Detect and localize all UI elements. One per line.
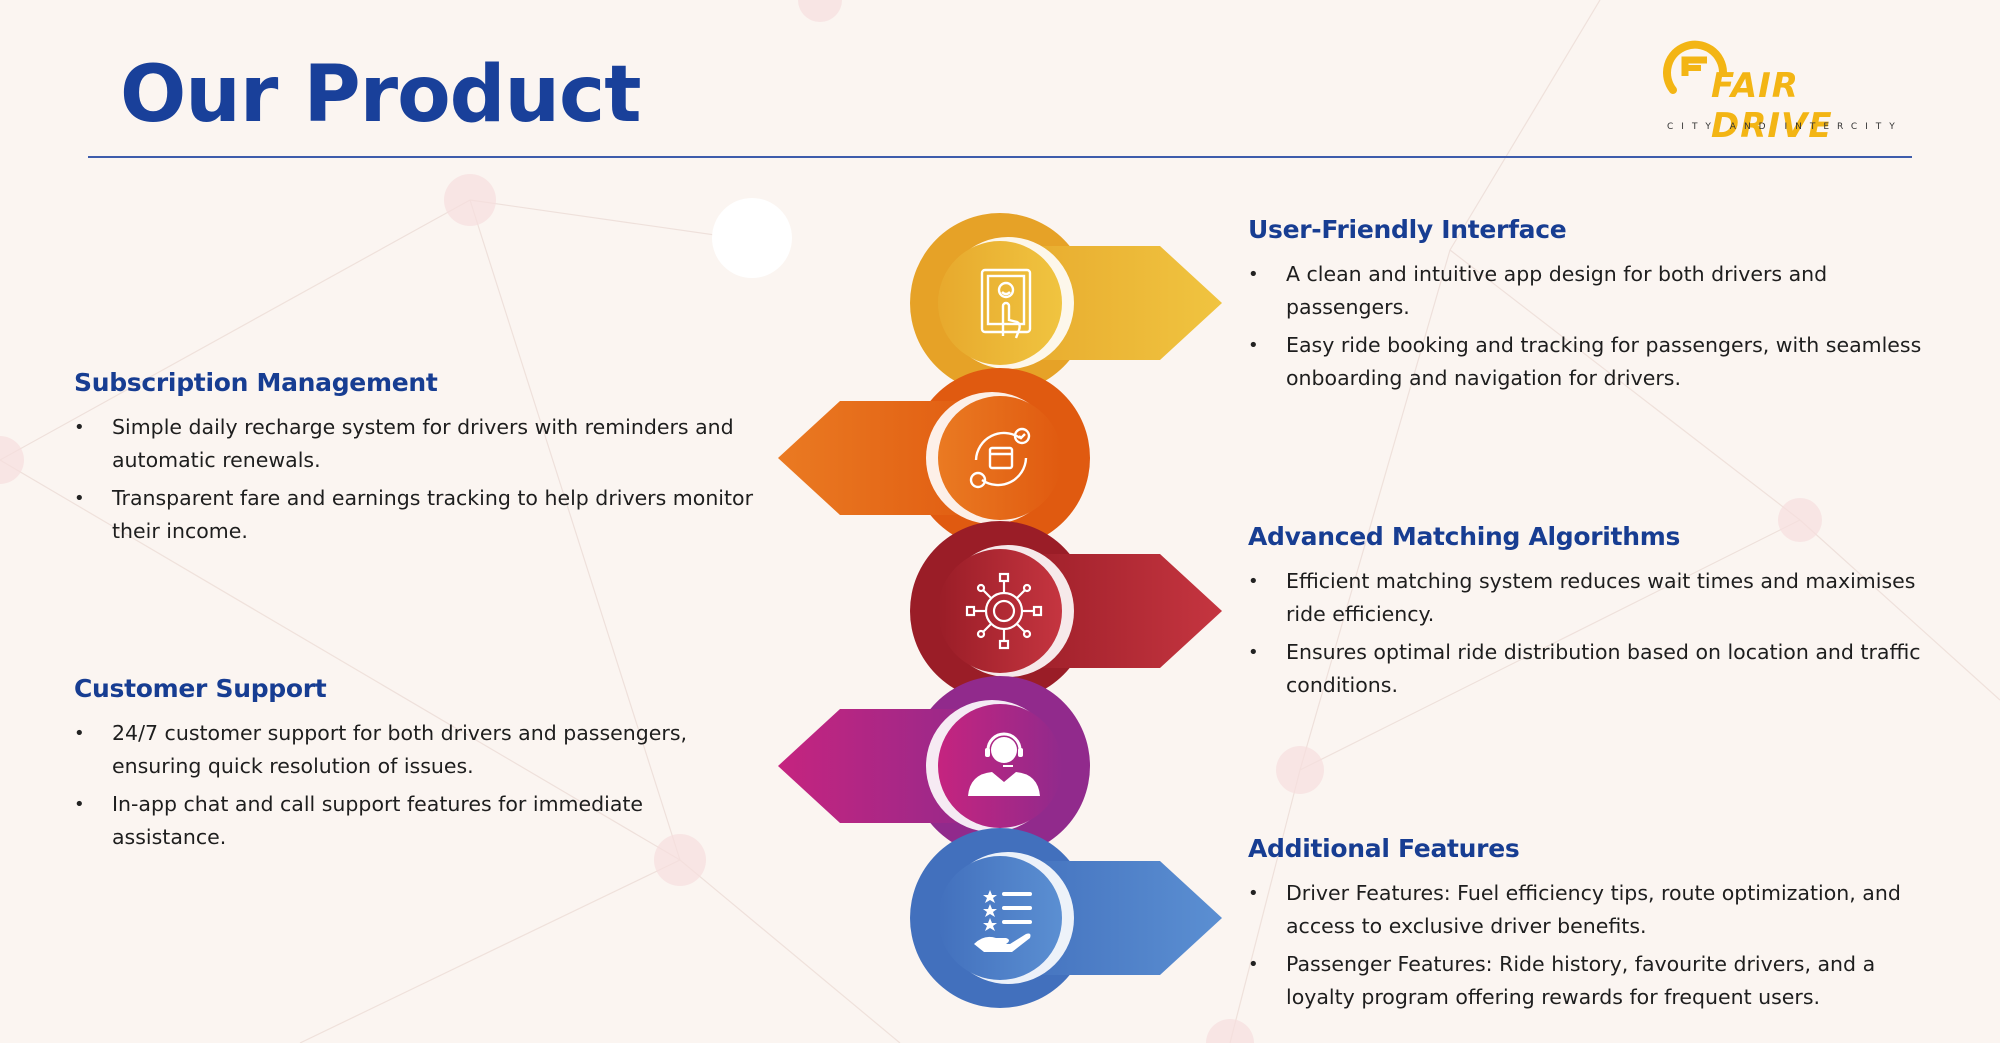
- section-heading: Subscription Management: [74, 368, 438, 397]
- section-subscription-management: Subscription Management Simple daily rec…: [74, 368, 754, 553]
- bullet-item: Ensures optimal ride distribution based …: [1248, 636, 1948, 702]
- step-4-shape: [778, 676, 1090, 856]
- brand-logo: FAIR DRIVE CITY AND INTERCITY: [1655, 30, 1915, 146]
- title-divider: [88, 156, 1912, 158]
- step-2-shape: [778, 368, 1090, 548]
- step-5-shape: [910, 828, 1222, 1008]
- bullet-item: A clean and intuitive app design for bot…: [1248, 258, 1948, 324]
- recurring-payment-icon: [969, 427, 1031, 489]
- page-title: Our Product: [120, 50, 642, 140]
- rating-checklist-icon: [974, 890, 1032, 952]
- bullet-item: Simple daily recharge system for drivers…: [74, 411, 754, 477]
- bullet-item: Passenger Features: Ride history, favour…: [1248, 948, 1948, 1014]
- section-heading: Customer Support: [74, 674, 327, 703]
- section-user-friendly-interface: User-Friendly Interface A clean and intu…: [1248, 215, 1948, 400]
- section-heading: Additional Features: [1248, 834, 1520, 863]
- bullet-item: Driver Features: Fuel efficiency tips, r…: [1248, 877, 1948, 943]
- logo-tagline: CITY AND INTERCITY: [1667, 122, 1903, 132]
- network-hub-icon: [965, 572, 1043, 650]
- logo-mark-icon: [1663, 40, 1727, 94]
- section-customer-support: Customer Support 24/7 customer support f…: [74, 674, 734, 859]
- bullet-item: Transparent fare and earnings tracking t…: [74, 482, 754, 548]
- step-1-shape: [910, 213, 1222, 393]
- bullet-item: 24/7 customer support for both drivers a…: [74, 717, 734, 783]
- section-heading: Advanced Matching Algorithms: [1248, 522, 1681, 551]
- bullet-item: Efficient matching system reduces wait t…: [1248, 565, 1948, 631]
- bullet-item: In-app chat and call support features fo…: [74, 788, 734, 854]
- touch-screen-icon: [980, 268, 1032, 339]
- section-advanced-matching: Advanced Matching Algorithms Efficient m…: [1248, 522, 1948, 707]
- support-agent-icon: [968, 732, 1040, 796]
- step-3-shape: [910, 521, 1222, 701]
- section-additional-features: Additional Features Driver Features: Fue…: [1248, 834, 1948, 1019]
- logo-wordmark: FAIR DRIVE: [1711, 66, 1833, 146]
- bullet-item: Easy ride booking and tracking for passe…: [1248, 329, 1948, 395]
- section-heading: User-Friendly Interface: [1248, 215, 1567, 244]
